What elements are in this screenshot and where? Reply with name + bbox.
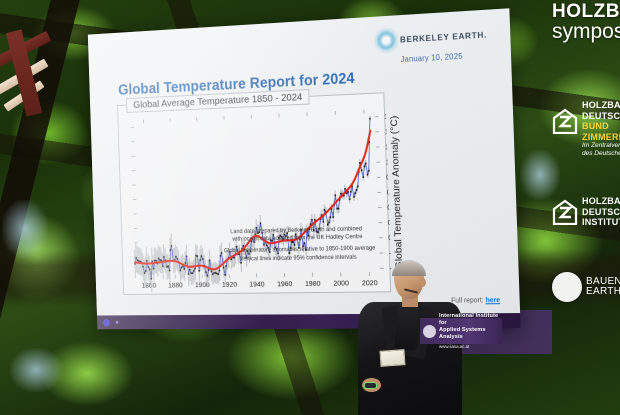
svg-text:2020: 2020: [362, 278, 378, 287]
footer-dot-icon: [102, 319, 110, 327]
iiasa-line-1: International Institute for: [439, 312, 499, 326]
svg-text:1980: 1980: [305, 279, 321, 288]
event-title-line-1: HOLZBAU: [552, 2, 620, 22]
sponsor-logo-holzbau-institut: HOLZBAU DEUTSCHLAND INSTITUT: [552, 196, 620, 228]
presenter-hair: [392, 260, 426, 276]
svg-text:1920: 1920: [222, 280, 237, 289]
svg-text:1940: 1940: [249, 279, 264, 288]
house-z-icon: [552, 199, 578, 225]
presenter-shirt: [394, 303, 420, 351]
svg-text:1960: 1960: [277, 279, 293, 288]
sponsor-line-2: DEUTSCHLAND: [582, 206, 620, 217]
sponsor-subline-2: des Deutschen Baugewerbes: [582, 150, 620, 157]
sponsor-line-2: EARTH: [586, 286, 620, 297]
berkeley-earth-swirl-icon: [375, 29, 397, 52]
sponsor-subline-1: Im Zentralverband: [582, 142, 620, 149]
presenter-name-badge: [379, 349, 406, 367]
berkeley-earth-name: BERKELEY EARTH.: [399, 29, 488, 45]
svg-text:-0.2: -0.2: [389, 250, 392, 257]
svg-text:1860: 1860: [142, 281, 157, 290]
sponsor-line-3: BUND: [582, 121, 609, 131]
sponsor-line-4: ZIMMERER: [582, 131, 620, 142]
full-report-link[interactable]: here: [485, 297, 501, 305]
sponsor-line-1: HOLZBAU: [582, 100, 620, 110]
sponsor-line-1: BAUEN: [586, 276, 620, 287]
svg-text:-0.4: -0.4: [389, 265, 392, 272]
iiasa-line-3: www.iiasa.ac.at: [439, 343, 470, 349]
event-branding-column: HOLZBAU symposium HOLZBAU DEUTSCHLAND BU…: [552, 0, 620, 415]
berkeley-earth-brand: BERKELEY EARTH. January 10, 2025: [370, 23, 494, 65]
svg-text:1880: 1880: [168, 280, 183, 289]
iiasa-globe-icon: [423, 324, 436, 338]
sponsor-line-2: DEUTSCHLAND: [582, 110, 620, 121]
svg-text:2000: 2000: [333, 278, 349, 287]
event-title: HOLZBAU symposium: [552, 2, 620, 43]
sponsor-logo-berkeley-earth: BAUEN EARTH: [552, 272, 620, 302]
event-title-line-2: symposium: [552, 21, 620, 43]
house-z-icon: [552, 108, 578, 135]
circle-icon: [552, 272, 582, 302]
iiasa-badge: International Institute for Applied Syst…: [420, 313, 502, 349]
sponsor-line-3: INSTITUT: [582, 217, 620, 227]
presenter-clicker: [364, 382, 377, 389]
slide-date: January 10, 2025: [400, 51, 463, 65]
chart-container: Global Average Temperature 1850 - 2024 -…: [117, 89, 392, 295]
svg-text:1900: 1900: [195, 280, 210, 289]
footer-dot-icon: [115, 320, 119, 324]
sponsor-line-1: HOLZBAU: [582, 196, 620, 206]
iiasa-line-2: Applied Systems Analysis: [439, 326, 486, 340]
svg-text:0: 0: [388, 235, 392, 242]
presenter-ear: [420, 278, 426, 287]
projected-slide: Global Temperature Report for 2024 BERKE…: [87, 8, 521, 330]
chart-plot-area: -0.4 -0.2 0 0.2 0.4 0.6 0.8 1 1.2 1.4 1.6 1860 1880 1…: [118, 93, 392, 294]
sponsor-logo-holzbau-bund: HOLZBAU DEUTSCHLAND BUND ZIMMERER Im Zen…: [552, 100, 620, 158]
